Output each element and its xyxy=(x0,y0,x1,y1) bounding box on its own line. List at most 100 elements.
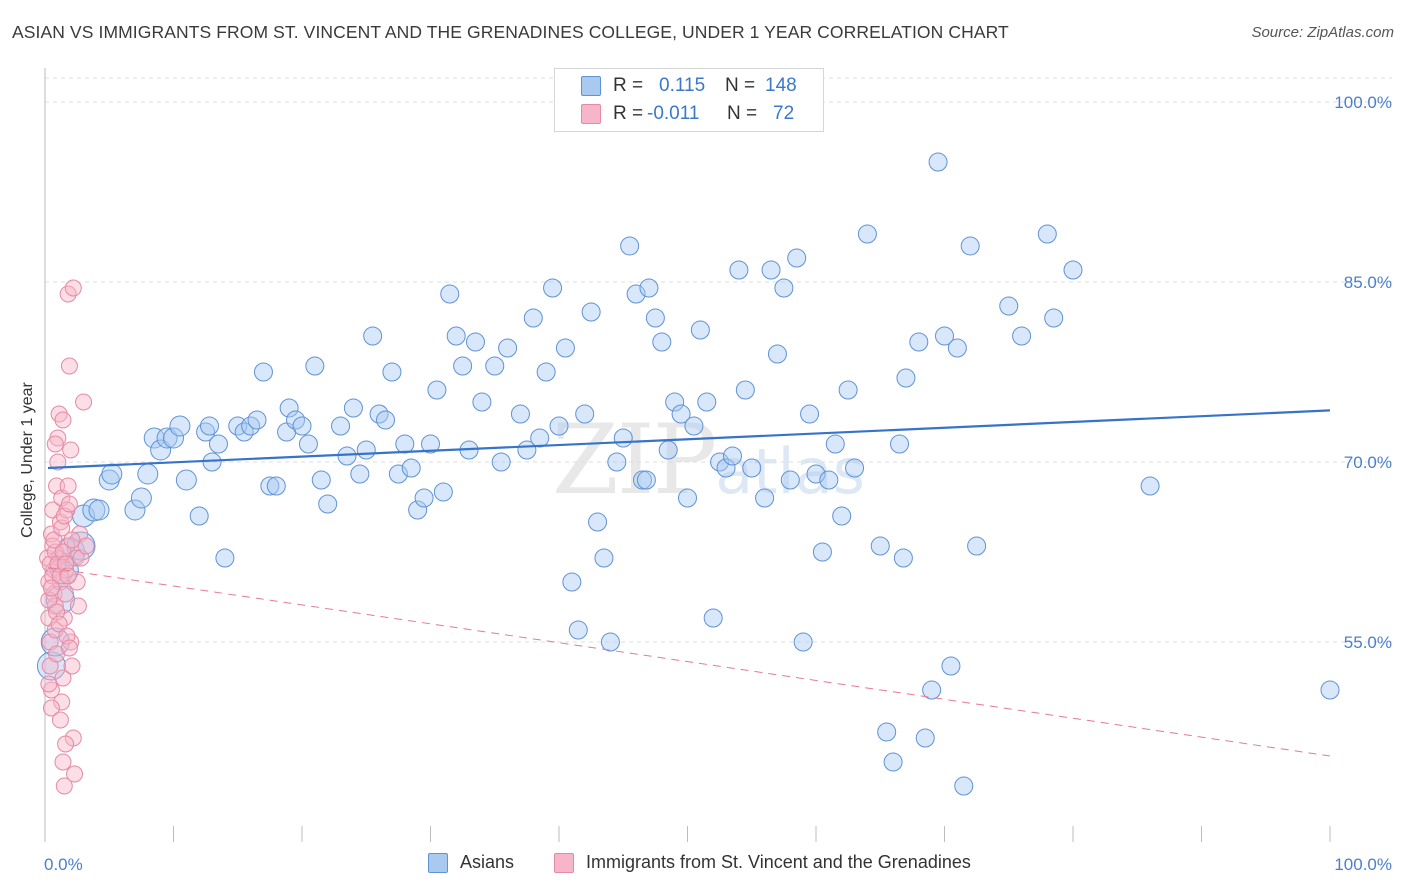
y-tick-label: 85.0% xyxy=(1344,273,1392,292)
asian-point xyxy=(825,434,845,454)
asian-point xyxy=(832,506,852,526)
asian-point xyxy=(279,398,299,418)
asian-point xyxy=(408,500,428,520)
asian-point xyxy=(266,476,286,496)
asian-point xyxy=(491,452,511,472)
asian-point xyxy=(510,404,530,424)
asian-point xyxy=(36,651,66,681)
asian-point xyxy=(755,488,775,508)
asian-point xyxy=(530,428,550,448)
immigrant-point xyxy=(77,537,95,555)
asian-point xyxy=(337,446,357,466)
asian-point xyxy=(253,362,273,382)
immigrant-point xyxy=(54,753,72,771)
immigrant-point xyxy=(69,597,87,615)
asian-point xyxy=(652,332,672,352)
immigrant-point xyxy=(68,573,86,591)
asian-point xyxy=(999,296,1019,316)
asian-point xyxy=(485,356,505,376)
asian-point xyxy=(472,392,492,412)
asian-point xyxy=(883,752,903,772)
immigrant-point xyxy=(59,477,77,495)
asian-point xyxy=(298,434,318,454)
asian-point xyxy=(414,488,434,508)
asians-n-label: N = xyxy=(725,75,756,96)
asian-point xyxy=(845,458,865,478)
legend-immigrants-label: Immigrants from St. Vincent and the Gren… xyxy=(586,852,971,872)
asian-point xyxy=(498,338,518,358)
asian-point xyxy=(465,332,485,352)
immigrant-point xyxy=(60,357,78,375)
immigrants-n-value: 72 xyxy=(773,103,795,124)
asian-point xyxy=(729,260,749,280)
asian-point xyxy=(767,344,787,364)
immigrants-trend-line xyxy=(47,567,1331,757)
asian-point xyxy=(523,308,543,328)
asian-point xyxy=(199,416,219,436)
asian-point xyxy=(915,728,935,748)
asian-point xyxy=(163,427,184,449)
y-tick-label: 70.0% xyxy=(1344,453,1392,472)
legend-asians-swatch xyxy=(428,852,448,873)
immigrant-point xyxy=(60,639,78,657)
asian-point xyxy=(857,224,877,244)
asian-point xyxy=(446,326,466,346)
asian-point xyxy=(1044,308,1064,328)
asian-point xyxy=(1012,326,1032,346)
immigrant-point xyxy=(42,699,60,717)
asian-point xyxy=(292,416,312,436)
asian-point xyxy=(143,427,165,449)
asian-point xyxy=(549,416,569,436)
asian-point xyxy=(665,392,685,412)
asian-point xyxy=(607,452,627,472)
asian-point xyxy=(639,278,659,298)
asian-point xyxy=(1320,680,1340,700)
immigrant-point xyxy=(62,441,80,459)
asian-point xyxy=(716,458,736,478)
immigrant-point xyxy=(46,597,64,615)
asian-point xyxy=(427,380,447,400)
immigrant-point xyxy=(59,567,77,585)
asian-point xyxy=(150,439,172,461)
asians-r-value: 0.115 xyxy=(659,75,706,96)
source-credit: Source: ZipAtlas.com xyxy=(1251,24,1394,41)
legend: Asians Immigrants from St. Vincent and t… xyxy=(0,852,1406,878)
asian-point xyxy=(247,410,267,430)
asian-point xyxy=(722,446,742,466)
asian-point xyxy=(124,499,146,521)
asian-point xyxy=(401,458,421,478)
asian-point xyxy=(376,410,396,430)
asian-point xyxy=(645,308,665,328)
immigrants-swatch xyxy=(581,104,601,124)
asian-point xyxy=(697,392,717,412)
immigrant-point xyxy=(75,393,93,411)
asian-point xyxy=(742,458,762,478)
legend-asians-label: Asians xyxy=(460,852,515,872)
asian-point xyxy=(350,464,370,484)
asian-point xyxy=(382,362,402,382)
immigrant-point xyxy=(64,279,82,297)
asian-point xyxy=(453,356,473,376)
asian-point xyxy=(433,482,453,502)
asian-point xyxy=(960,236,980,256)
asian-point xyxy=(838,380,858,400)
x-tick-label: 100.0% xyxy=(1334,855,1392,874)
asian-point xyxy=(735,380,755,400)
asian-point xyxy=(941,656,961,676)
legend-item-immigrants[interactable]: Immigrants from St. Vincent and the Gren… xyxy=(554,852,971,873)
asian-point xyxy=(318,494,338,514)
asian-point xyxy=(575,404,595,424)
asian-point xyxy=(893,548,913,568)
asian-point xyxy=(536,362,556,382)
asian-point xyxy=(806,464,826,484)
immigrant-point xyxy=(50,615,68,633)
asian-point xyxy=(88,499,110,521)
asian-point xyxy=(626,284,646,304)
asian-point xyxy=(388,464,408,484)
watermark-zip: ZIP xyxy=(552,404,717,516)
asian-point xyxy=(909,332,929,352)
asian-point xyxy=(780,470,800,490)
asian-point xyxy=(305,356,325,376)
legend-item-asians[interactable]: Asians xyxy=(428,852,514,873)
